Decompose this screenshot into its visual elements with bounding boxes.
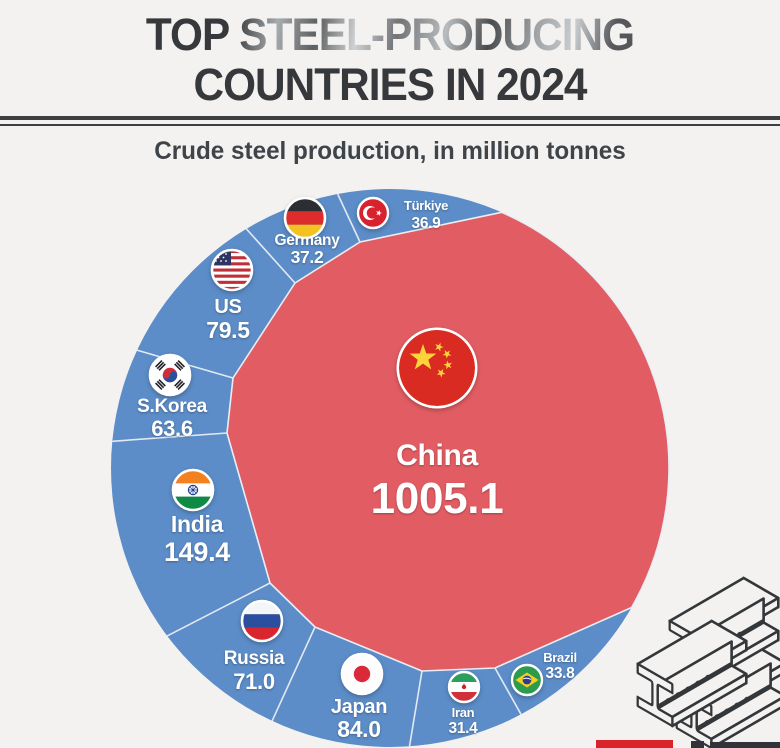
brazil-flag-icon	[510, 663, 544, 697]
partial-logo-mark	[691, 741, 704, 748]
country-value: 33.8	[546, 665, 576, 682]
country-name: Brazil	[543, 650, 577, 665]
segment-label-russia: Russia 71.0	[224, 648, 286, 694]
country-value: 71.0	[233, 669, 275, 694]
title-line-1: TOP STEEL-PRODUCING	[23, 10, 756, 60]
country-value: 1005.1	[371, 474, 504, 523]
segment-label-india: India 149.4	[164, 511, 231, 567]
russia-flag-icon	[240, 599, 284, 643]
double-rule-divider	[0, 116, 780, 126]
segment-label-iran: Iran 31.4	[449, 705, 479, 737]
steel-beams-illustration	[636, 576, 780, 748]
segment-label-us: US 79.5	[206, 296, 250, 343]
country-name: Türkiye	[404, 198, 448, 213]
country-value: 84.0	[337, 716, 381, 742]
title-top: TOP	[145, 9, 240, 60]
segment-label-turkiye: Türkiye 36.9	[404, 198, 449, 232]
germany-flag-icon	[283, 196, 327, 240]
china-segment	[226, 211, 670, 672]
segment-label-germany: Germany 37.2	[274, 232, 340, 267]
country-name: China	[396, 439, 478, 472]
country-name: S.Korea	[137, 396, 207, 417]
title-line-2: COUNTRIES IN 2024	[193, 59, 587, 110]
segment-label-japan: Japan 84.0	[331, 696, 388, 742]
country-name: Russia	[224, 648, 285, 669]
country-name: India	[171, 511, 224, 537]
country-value: 79.5	[206, 317, 250, 343]
proportional-circle-chart: China 1005.1 India 149.4 Japan 84.0 US 7…	[111, 189, 780, 748]
us-flag-icon	[210, 248, 254, 292]
country-value: 37.2	[291, 247, 324, 267]
country-name: Germany	[274, 232, 340, 249]
partial-logo-bar	[710, 742, 780, 748]
title-steel-producing: STEEL-PRODUCING	[239, 9, 635, 60]
country-value: 31.4	[449, 720, 479, 737]
south-korea-flag-icon	[148, 353, 192, 397]
rule-bottom	[0, 123, 780, 126]
country-name: Iran	[452, 705, 475, 720]
country-value: 63.6	[151, 416, 193, 441]
turkiye-flag-icon	[356, 196, 390, 230]
country-name: US	[214, 296, 241, 318]
partial-logo-red-block	[596, 740, 673, 748]
segment-label-china: China 1005.1	[371, 439, 504, 523]
iran-flag-icon	[447, 670, 481, 704]
japan-flag-icon	[340, 652, 384, 696]
china-flag-icon	[396, 327, 478, 409]
country-value: 36.9	[412, 215, 442, 232]
segment-label-skorea: S.Korea 63.6	[137, 396, 208, 441]
page-title: TOP STEEL-PRODUCING COUNTRIES IN 2024	[0, 0, 780, 110]
rule-top	[0, 116, 780, 120]
chart-subtitle: Crude steel production, in million tonne…	[154, 137, 626, 165]
country-value: 149.4	[164, 537, 230, 567]
india-flag-icon	[171, 468, 215, 512]
country-name: Japan	[331, 696, 387, 718]
segment-label-brazil: Brazil 33.8	[543, 650, 577, 682]
